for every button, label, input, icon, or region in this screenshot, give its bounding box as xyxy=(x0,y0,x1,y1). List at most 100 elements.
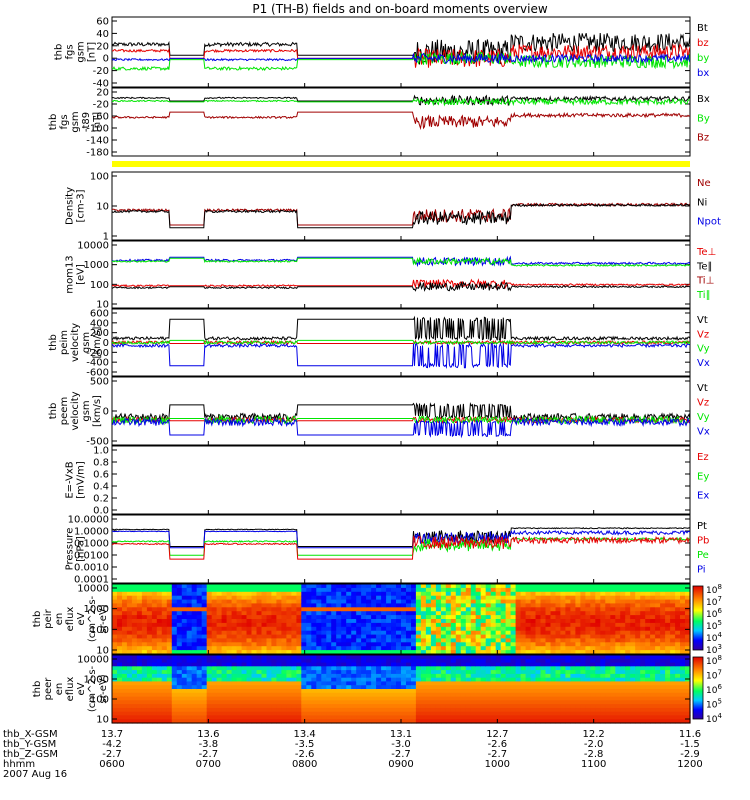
heatmap-cell xyxy=(445,615,452,620)
heatmap-cell xyxy=(560,591,566,597)
heatmap-cell xyxy=(525,711,532,717)
heatmap-cell xyxy=(306,646,312,651)
heatmap-cell xyxy=(346,666,352,671)
heatmap-cell xyxy=(286,603,292,608)
heatmap-cell xyxy=(171,658,178,664)
heatmap-cell xyxy=(401,700,407,705)
heatmap-cell xyxy=(296,692,302,698)
heatmap-cell xyxy=(505,655,512,660)
heatmap-cell xyxy=(376,599,382,605)
heatmap-cell xyxy=(420,591,427,597)
heatmap-cell xyxy=(366,622,372,628)
heatmap-cell xyxy=(620,611,626,616)
heatmap-cell xyxy=(351,681,357,686)
heatmap-cell xyxy=(610,595,616,601)
heatmap-cell xyxy=(196,638,203,643)
heatmap-cell xyxy=(246,630,253,636)
heatmap-cell xyxy=(570,696,576,701)
heatmap-cell xyxy=(670,619,676,624)
heatmap-cell xyxy=(396,658,402,664)
heatmap-cell xyxy=(326,707,332,713)
heatmap-cell xyxy=(615,655,621,660)
heatmap-cell xyxy=(425,689,432,694)
heatmap-cell xyxy=(241,615,248,620)
heatmap-cell xyxy=(535,658,542,664)
heatmap-cell xyxy=(211,681,218,686)
heatmap-cell xyxy=(425,638,432,643)
heatmap-cell xyxy=(386,646,392,651)
heatmap-cell xyxy=(530,619,537,624)
series-vx xyxy=(112,342,690,369)
heatmap-cell xyxy=(650,673,656,679)
heatmap-cell xyxy=(131,707,138,713)
heatmap-cell xyxy=(590,670,596,675)
heatmap-cell xyxy=(146,677,153,683)
heatmap-cell xyxy=(266,584,273,589)
heatmap-cell xyxy=(136,696,143,701)
heatmap-cell xyxy=(490,595,497,601)
heatmap-cell xyxy=(580,689,586,694)
heatmap-cell xyxy=(480,630,487,636)
heatmap-cell xyxy=(411,696,417,701)
heatmap-cell xyxy=(425,719,432,724)
heatmap-cell xyxy=(166,615,173,620)
heatmap-cell xyxy=(181,658,188,664)
heatmap-cell xyxy=(311,591,317,597)
heatmap-cell xyxy=(117,719,123,724)
heatmap-cell xyxy=(485,607,492,612)
heatmap-cell xyxy=(156,681,163,686)
heatmap-cell xyxy=(535,650,542,655)
heatmap-cell xyxy=(490,666,497,671)
heatmap-cell xyxy=(575,655,581,660)
heatmap-cell xyxy=(261,666,268,671)
heatmap-cell xyxy=(236,692,243,698)
heatmap-cell xyxy=(341,704,347,709)
heatmap-cell xyxy=(386,630,392,636)
heatmap-cell xyxy=(685,704,691,709)
heatmap-cell xyxy=(176,704,183,709)
heatmap-cell xyxy=(266,689,273,694)
heatmap-cell xyxy=(186,595,193,601)
heatmap-cell xyxy=(490,700,497,705)
heatmap-cell xyxy=(291,615,297,620)
heatmap-cell xyxy=(520,607,527,612)
heatmap-cell xyxy=(301,655,307,660)
heatmap-cell xyxy=(181,677,188,683)
heatmap-cell xyxy=(525,673,532,679)
heatmap-cell xyxy=(595,584,601,589)
heatmap-cell xyxy=(166,681,173,686)
heatmap-cell xyxy=(445,658,452,664)
heatmap-cell xyxy=(186,615,193,620)
heatmap-cell xyxy=(156,611,163,616)
y-tick-label: 0.0100 xyxy=(74,551,109,562)
heatmap-cell xyxy=(246,719,253,724)
heatmap-cell xyxy=(610,611,616,616)
heatmap-cell xyxy=(670,646,676,651)
heatmap-cell xyxy=(560,681,566,686)
heatmap-cell xyxy=(166,707,173,713)
heatmap-cell xyxy=(156,711,163,717)
heatmap-cell xyxy=(655,662,661,667)
heatmap-cell xyxy=(645,692,651,698)
heatmap-cell xyxy=(251,700,258,705)
heatmap-cell xyxy=(610,685,616,690)
heatmap-cell xyxy=(236,607,243,612)
heatmap-cell xyxy=(495,642,502,647)
heatmap-cell xyxy=(151,715,158,720)
heatmap-cell xyxy=(261,634,268,640)
heatmap-cell xyxy=(326,630,332,636)
heatmap-cell xyxy=(640,711,646,717)
heatmap-cell xyxy=(381,719,387,724)
heatmap-cell xyxy=(685,591,691,597)
heatmap-cell xyxy=(650,615,656,620)
heatmap-cell xyxy=(351,638,357,643)
heatmap-cell xyxy=(580,591,586,597)
heatmap-cell xyxy=(356,619,362,624)
heatmap-cell xyxy=(276,677,282,683)
heatmap-cell xyxy=(341,591,347,597)
heatmap-cell xyxy=(351,650,357,655)
heatmap-cell xyxy=(510,599,517,605)
heatmap-cell xyxy=(610,707,616,713)
heatmap-cell xyxy=(650,630,656,636)
heatmap-cell xyxy=(122,622,128,628)
